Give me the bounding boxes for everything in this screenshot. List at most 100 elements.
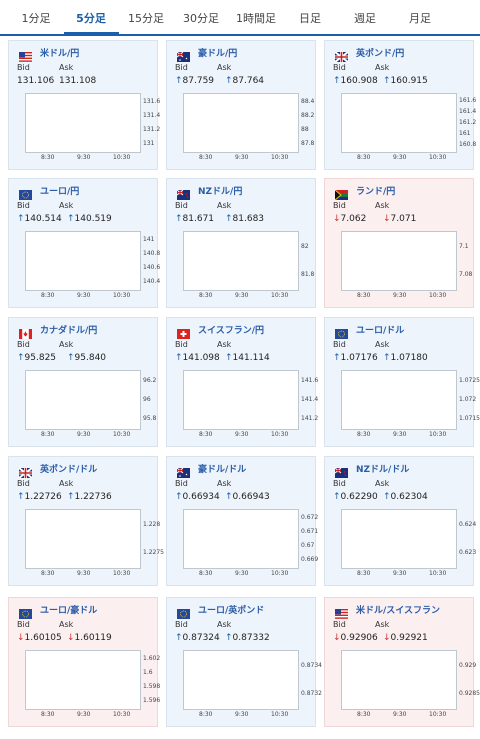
candlestick-chart[interactable] (25, 231, 141, 291)
rate-card[interactable]: ユーロ/ドル Bid Ask ↑1.07176 ↑1.07180 1.0725 1.072 1… (324, 317, 480, 447)
rate-card[interactable]: 豪ドル/円 Bid Ask ↑87.759 ↑87.764 88.4 88.2 88 87.8 8… (166, 40, 316, 170)
x-tick-label: 10:30 (271, 711, 289, 718)
pair-name[interactable]: 豪ドル/ドル (198, 464, 247, 475)
rate-card[interactable]: ランド/円 Bid Ask ↓7.062 ↓7.071 7.1 7.08 8:30 9:30 10… (324, 178, 474, 308)
pair-name[interactable]: 英ポンド/円 (356, 48, 405, 59)
pair-name[interactable]: ランド/円 (356, 186, 396, 197)
ask-label: Ask (375, 340, 390, 349)
tab-5[interactable]: 1時間足 (236, 12, 276, 25)
tab-4[interactable]: 30分足 (183, 12, 219, 25)
y-tick-label: 160.8 (459, 141, 477, 148)
pair-name[interactable]: ユーロ/英ポンド (198, 605, 265, 616)
pair-name[interactable]: 豪ドル/円 (198, 48, 238, 59)
candlestick-chart[interactable] (183, 370, 299, 430)
rate-card[interactable]: ユーロ/英ポンド Bid Ask ↑0.87324 ↑0.87332 0.8734 0.87… (166, 597, 322, 727)
bid-label: Bid (175, 340, 188, 349)
ask-value: ↑0.66943 (225, 492, 270, 502)
candlestick-chart[interactable] (341, 650, 457, 710)
tab-8[interactable]: 月足 (409, 12, 431, 25)
candlestick-chart[interactable] (183, 650, 299, 710)
bid-label: Bid (175, 201, 188, 210)
rate-card[interactable]: 英ポンド/ドル Bid Ask ↑1.22726 ↑1.22736 1.228 1.2275… (8, 456, 164, 586)
us-flag-icon (19, 47, 135, 94)
card-title: カナダドル/円 (19, 322, 135, 375)
candlestick-chart[interactable] (341, 231, 457, 291)
candlestick-chart[interactable] (341, 370, 457, 430)
x-tick-label: 8:30 (357, 570, 371, 577)
candlestick-chart[interactable] (183, 231, 299, 291)
bid-label: Bid (17, 479, 30, 488)
ask-value: ↑1.22736 (67, 492, 112, 502)
y-tick-label: 0.8734 (301, 662, 322, 669)
x-tick-label: 9:30 (235, 292, 249, 299)
candlestick-chart[interactable] (341, 93, 457, 153)
ca-flag-icon (19, 324, 135, 375)
candlestick-chart[interactable] (25, 93, 141, 153)
candlestick-chart[interactable] (183, 93, 299, 153)
candlestick-chart[interactable] (183, 509, 299, 569)
x-tick-label: 10:30 (429, 431, 447, 438)
y-tick-label: 81.8 (301, 271, 315, 278)
y-tick-label: 1.596 (143, 697, 161, 704)
y-tick-label: 96 (143, 396, 151, 403)
x-tick-label: 9:30 (393, 570, 407, 577)
tab-7[interactable]: 週足 (354, 12, 376, 25)
arrow-up-icon: ↑ (225, 633, 233, 643)
rate-card[interactable]: 米ドル/スイスフラン Bid Ask ↓0.92906 ↓0.92921 0.929 0.9… (324, 597, 480, 727)
pair-name[interactable]: ユーロ/ドル (356, 325, 405, 336)
bid-value: ↑87.759 (175, 76, 215, 86)
candlestick-chart[interactable] (25, 509, 141, 569)
x-tick-label: 10:30 (271, 292, 289, 299)
x-tick-label: 8:30 (199, 154, 213, 161)
rate-card[interactable]: ユーロ/円 Bid Ask ↑140.514 ↑140.519 141 140.8 140.6… (8, 178, 161, 308)
tab-1[interactable]: 1分足 (21, 12, 51, 25)
x-tick-label: 9:30 (235, 154, 249, 161)
y-tick-label: 88 (301, 126, 309, 133)
rate-card[interactable]: 豪ドル/ドル Bid Ask ↑0.66934 ↑0.66943 0.672 0.671 0.… (166, 456, 318, 586)
ask-value: ↑160.915 (383, 76, 428, 86)
tab-2[interactable]: 5分足 (63, 0, 119, 36)
bid-value: ↑160.908 (333, 76, 378, 86)
arrow-up-icon: ↑ (175, 353, 183, 363)
y-tick-label: 161.4 (459, 108, 477, 115)
pair-name[interactable]: NZドル/円 (198, 186, 243, 197)
bid-label: Bid (333, 340, 346, 349)
rate-card[interactable]: カナダドル/円 Bid Ask ↑95.825 ↑95.840 96.2 96 95.8 8:3… (8, 317, 158, 447)
uk-flag-icon (334, 47, 451, 103)
arrow-down-icon: ↓ (17, 633, 25, 643)
us-flag-icon (335, 604, 451, 637)
ask-value: ↓7.071 (383, 214, 417, 224)
pair-name[interactable]: 米ドル/円 (40, 48, 80, 59)
bid-value: 131.106 (17, 76, 55, 86)
rate-card[interactable]: NZドル/円 Bid Ask ↑81.671 ↑81.683 82 81.8 8:30 9:30… (166, 178, 316, 308)
rate-card[interactable]: ユーロ/豪ドル Bid Ask ↓1.60105 ↓1.60119 1.602 1.6 1.5… (8, 597, 161, 727)
bid-label: Bid (333, 620, 346, 629)
rate-card[interactable]: 米ドル/円 Bid Ask 131.106 131.108 131.6 131.4 131.2… (8, 40, 160, 170)
rate-card[interactable]: スイスフラン/円 Bid Ask ↑141.098 ↑141.114 141.6 141.4… (166, 317, 319, 447)
rate-card[interactable]: 英ポンド/円 Bid Ask ↑160.908 ↑160.915 161.6 161.4 16… (324, 40, 477, 170)
y-tick-label: 1.0725 (459, 377, 480, 384)
ask-label: Ask (375, 620, 390, 629)
x-tick-label: 8:30 (357, 292, 371, 299)
tab-6[interactable]: 日足 (299, 12, 321, 25)
candlestick-chart[interactable] (341, 509, 457, 569)
y-tick-label: 0.929 (459, 662, 477, 669)
y-tick-label: 140.4 (143, 278, 161, 285)
pair-name[interactable]: ユーロ/豪ドル (40, 605, 98, 616)
candlestick-chart[interactable] (25, 370, 141, 430)
x-tick-label: 8:30 (199, 431, 213, 438)
pair-name[interactable]: 米ドル/スイスフラン (356, 605, 441, 616)
pair-name[interactable]: NZドル/ドル (356, 464, 410, 475)
ask-value: ↓0.92921 (383, 633, 428, 643)
bid-label: Bid (175, 620, 188, 629)
bid-label: Bid (17, 620, 30, 629)
pair-name[interactable]: カナダドル/円 (40, 325, 98, 336)
pair-name[interactable]: スイスフラン/円 (198, 325, 265, 336)
candlestick-chart[interactable] (25, 650, 141, 710)
x-tick-label: 10:30 (429, 292, 447, 299)
y-tick-label: 141.6 (301, 377, 319, 384)
pair-name[interactable]: 英ポンド/ドル (40, 464, 98, 475)
pair-name[interactable]: ユーロ/円 (40, 186, 80, 197)
tab-3[interactable]: 15分足 (128, 12, 164, 25)
rate-card[interactable]: NZドル/ドル Bid Ask ↑0.62290 ↑0.62304 0.624 0.623 8… (324, 456, 476, 586)
